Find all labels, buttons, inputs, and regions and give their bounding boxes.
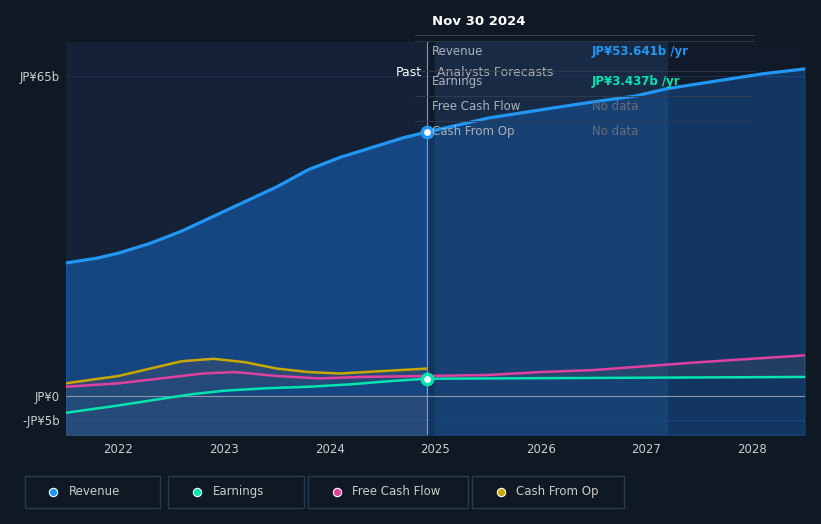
Text: JP¥53.641b /yr: JP¥53.641b /yr	[592, 45, 689, 58]
Bar	[427, 42, 805, 435]
Text: Revenue: Revenue	[69, 485, 121, 498]
Text: Past: Past	[395, 67, 421, 80]
Text: Cash From Op: Cash From Op	[516, 485, 599, 498]
Text: Analysts Forecasts: Analysts Forecasts	[438, 67, 553, 80]
Text: No data: No data	[592, 125, 638, 138]
Bar	[66, 42, 427, 435]
Text: Earnings: Earnings	[432, 74, 483, 88]
Bar	[435, 42, 667, 435]
Text: Earnings: Earnings	[213, 485, 264, 498]
Text: Revenue: Revenue	[432, 45, 483, 58]
Text: Free Cash Flow: Free Cash Flow	[432, 100, 520, 113]
Text: Nov 30 2024: Nov 30 2024	[432, 15, 525, 28]
Point	[420, 128, 433, 136]
Text: JP¥3.437b /yr: JP¥3.437b /yr	[592, 74, 681, 88]
Text: Free Cash Flow: Free Cash Flow	[352, 485, 441, 498]
Text: Cash From Op: Cash From Op	[432, 125, 514, 138]
Point	[420, 375, 433, 383]
Text: No data: No data	[592, 100, 638, 113]
